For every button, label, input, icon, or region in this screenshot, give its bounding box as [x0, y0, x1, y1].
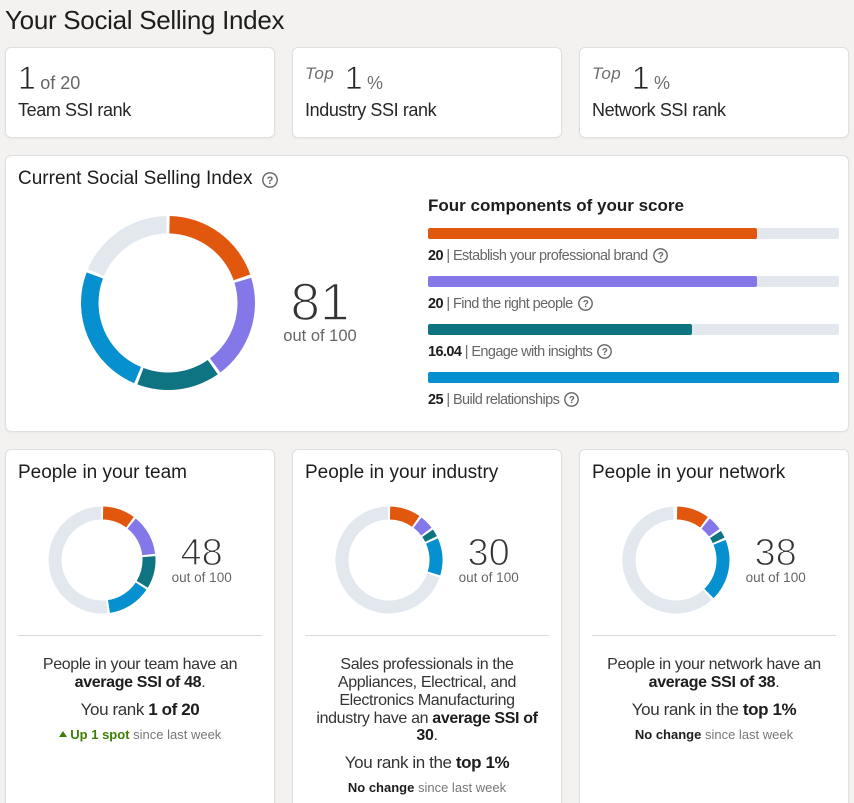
svg-text:?: ? — [569, 395, 575, 406]
svg-text:?: ? — [582, 299, 588, 310]
svg-text:?: ? — [602, 347, 608, 358]
svg-text:?: ? — [267, 174, 274, 186]
svg-text:?: ? — [657, 251, 663, 262]
